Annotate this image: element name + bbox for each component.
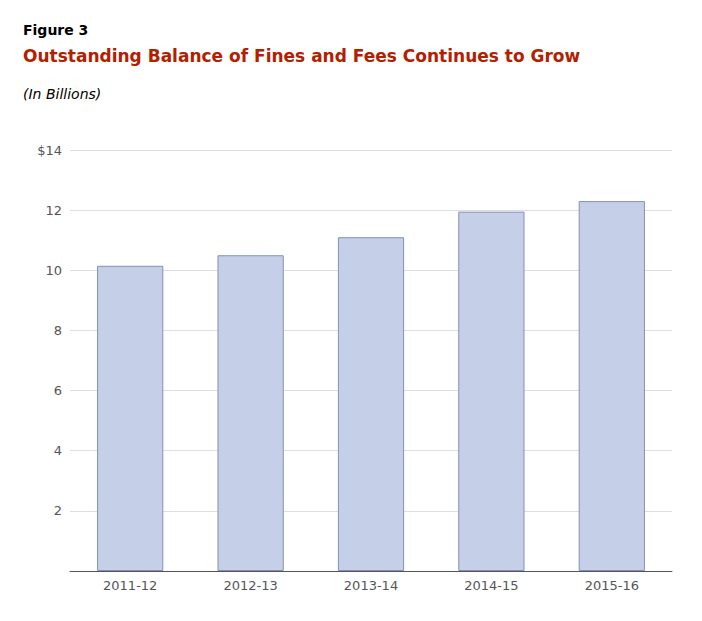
svg-text:2015-16: 2015-16	[585, 578, 639, 593]
svg-text:10: 10	[45, 263, 62, 278]
svg-text:Outstanding Balance of Fines a: Outstanding Balance of Fines and Fees Co…	[23, 46, 581, 66]
svg-text:6: 6	[54, 383, 62, 398]
svg-text:2013-14: 2013-14	[344, 578, 398, 593]
svg-text:2012-13: 2012-13	[223, 578, 277, 593]
svg-text:Figure 3: Figure 3	[23, 22, 88, 38]
svg-text:8: 8	[54, 323, 62, 338]
svg-text:2011-12: 2011-12	[103, 578, 157, 593]
svg-text:2014-15: 2014-15	[464, 578, 518, 593]
svg-text:$14: $14	[37, 143, 62, 158]
svg-text:2: 2	[54, 503, 62, 518]
svg-text:12: 12	[45, 203, 62, 218]
svg-text:(In Billions): (In Billions)	[23, 86, 101, 102]
svg-text:4: 4	[54, 443, 62, 458]
